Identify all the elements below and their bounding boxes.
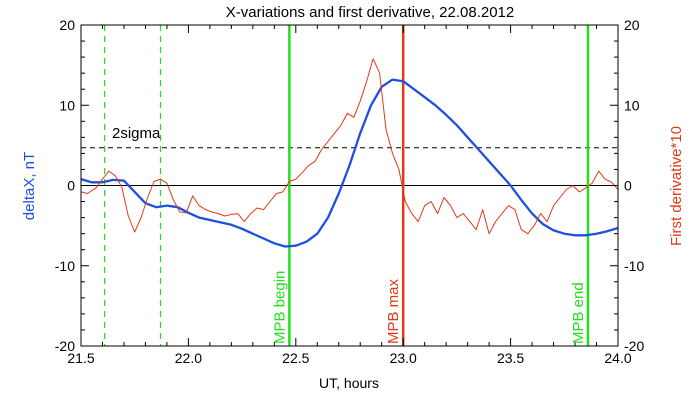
y-tick-label: 20 [59,17,75,33]
x-tick-label: 22.5 [282,350,309,366]
y-tick-label: -10 [55,258,75,274]
x-tick-label: 24.0 [604,350,631,366]
mpb-max-label: MPB max [385,278,402,344]
x-tick-label: 23.5 [497,350,524,366]
reference-lines [81,147,618,186]
series-layer [80,58,619,248]
series-line-derivative [80,58,619,235]
y-axis-right: 20 10 0 -10 -20 [610,17,644,354]
y-tick-label: -20 [55,338,75,354]
y-tick-label: 0 [67,178,75,194]
mpb-end-label: MPB end [570,282,587,344]
chart-title: X-variations and first derivative, 22.08… [226,4,515,21]
annotations: 2sigma MPB begin MPB max MPB end [112,125,587,344]
y-right-tick-label: 0 [624,178,632,194]
y-right-tick-label: 10 [624,97,640,113]
y-right-tick-label: 20 [624,17,640,33]
x-axis: 21.5 22.0 22.5 23.0 23.5 24.0 [67,25,632,366]
mpb-begin-label: MPB begin [271,271,288,344]
y-axis-label-right: First derivative*10 [668,126,685,246]
y-axis-left: 20 10 0 -10 -20 [55,17,89,354]
event-markers [104,25,590,346]
series-line-deltaX [80,78,619,248]
x-tick-label: 23.0 [390,350,417,366]
y-right-tick-label: -10 [624,258,644,274]
y-axis-label-left: deltaX, nT [21,152,38,220]
x-axis-label: UT, hours [319,375,379,391]
y-right-tick-label: -20 [624,338,644,354]
x-tick-label: 22.0 [175,350,202,366]
y-tick-label: 10 [59,97,75,113]
sigma-label: 2sigma [112,125,161,142]
x-tick-label: 21.5 [67,350,94,366]
